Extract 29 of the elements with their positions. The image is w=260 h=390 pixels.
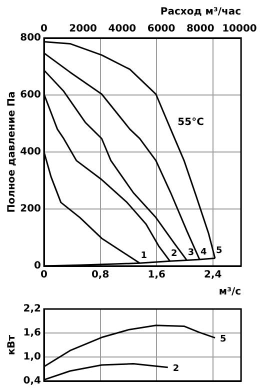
y-axis-title: Полное давление Па [6, 91, 18, 213]
y-tick-label: 0,4 [23, 376, 42, 387]
series-label: 2 [172, 364, 180, 374]
x-axis-title: м³/с [218, 286, 242, 298]
series-label: 4 [200, 247, 207, 258]
y-tick-label: 400 [20, 146, 42, 158]
x-tick-label: 1,6 [148, 270, 166, 281]
series-label: 5 [220, 334, 226, 345]
y-tick-label: 1,6 [23, 328, 42, 339]
x-tick-label: 2,4 [204, 270, 222, 281]
x-tick-label: 0,8 [91, 270, 110, 281]
y-tick-label: 2,2 [23, 304, 42, 315]
y-tick-label: 200 [20, 204, 42, 215]
annotation: 55°C [178, 116, 204, 128]
x2-axis-title: Расход м³/час [160, 6, 242, 18]
y-axis-title: кВт [6, 334, 18, 356]
x2-tick-label: 2000 [69, 24, 98, 35]
x2-tick-label: 4000 [108, 24, 136, 35]
x2-tick-label: 6000 [147, 24, 176, 35]
x2-tick-label: 10000 [222, 24, 257, 35]
y-tick-label: 0 [34, 260, 42, 272]
series-label: 1 [140, 250, 147, 261]
y-tick-label: 600 [20, 90, 42, 101]
y-tick-label: 800 [20, 32, 42, 44]
series-label: 3 [188, 248, 194, 258]
y-tick-label: 1,0 [23, 352, 42, 363]
x2-tick-label: 8000 [186, 24, 214, 35]
series-label: 5 [216, 246, 222, 256]
series-label: 2 [170, 249, 178, 259]
